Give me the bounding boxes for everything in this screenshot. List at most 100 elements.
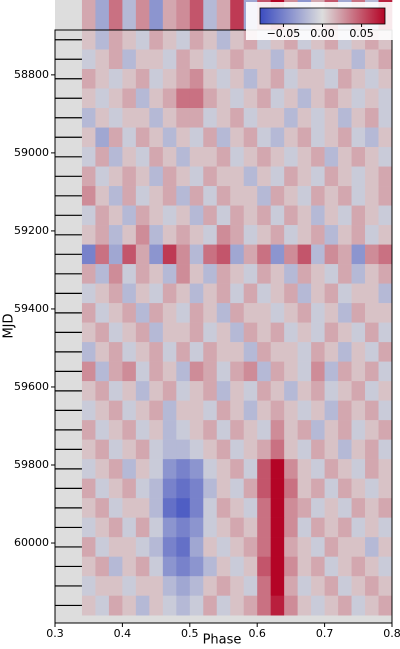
heatmap-cell [176, 498, 191, 518]
heatmap-cell [338, 264, 352, 284]
heatmap-cell [270, 342, 285, 362]
heatmap-cell [243, 264, 258, 284]
heatmap-cell [338, 225, 352, 245]
heatmap-cell [243, 342, 258, 362]
heatmap-cell [324, 420, 339, 440]
heatmap-cell [135, 244, 150, 265]
heatmap-cell [230, 576, 245, 596]
heatmap-cell [297, 49, 312, 70]
heatmap-cell [284, 244, 298, 265]
heatmap-cell [351, 498, 366, 518]
heatmap-cell [203, 127, 218, 148]
heatmap-cell [365, 225, 379, 245]
heatmap-cell [122, 49, 137, 70]
heatmap-cell [257, 186, 271, 206]
heatmap-cell [81, 381, 96, 401]
heatmap-cell [257, 439, 271, 460]
heatmap-cell [216, 517, 231, 538]
heatmap-cell [338, 576, 352, 596]
heatmap-cell [81, 537, 96, 557]
heatmap-cell [81, 439, 96, 460]
heatmap-cell [203, 400, 218, 421]
heatmap-cell [216, 69, 231, 89]
heatmap-cell [95, 225, 110, 245]
heatmap-cell [324, 303, 339, 323]
heatmap-cell [122, 498, 137, 518]
heatmap-cell [324, 400, 339, 421]
heatmap-cell [216, 225, 231, 245]
heatmap-cell [378, 205, 393, 226]
heatmap-cell [270, 459, 285, 479]
heatmap-cell [338, 244, 352, 265]
heatmap-cell [270, 166, 285, 187]
heatmap-cell [351, 400, 366, 421]
heatmap-cell [176, 166, 191, 187]
heatmap-cell [108, 459, 123, 479]
heatmap-cell [351, 576, 366, 596]
heatmap-cell [311, 69, 325, 89]
heatmap-cell [243, 244, 258, 265]
heatmap-cell [162, 420, 177, 440]
heatmap-cell [95, 264, 110, 284]
heatmap-cell [135, 49, 150, 70]
heatmap-cell [297, 498, 312, 518]
heatmap-cell [122, 459, 137, 479]
heatmap-cell [351, 459, 366, 479]
heatmap-cell [365, 322, 379, 343]
heatmap-cell [95, 537, 110, 557]
heatmap-cell [216, 49, 231, 70]
heatmap-cell [311, 342, 325, 362]
heatmap-cell [230, 127, 245, 148]
heatmap-cell [122, 400, 137, 421]
heatmap-cell [284, 381, 298, 401]
y-tick-label: 59600 [14, 380, 49, 393]
heatmap-cell [162, 30, 177, 50]
heatmap-cell [338, 381, 352, 401]
heatmap-cell [162, 498, 177, 518]
heatmap-cell [297, 478, 312, 499]
heatmap-cell [284, 400, 298, 421]
heatmap-cell [149, 166, 164, 187]
heatmap-cell [203, 30, 218, 50]
heatmap-cell [311, 361, 325, 382]
heatmap-cell [149, 303, 164, 323]
heatmap-cell [284, 303, 298, 323]
heatmap-cell [338, 342, 352, 362]
profile-cell [230, 0, 245, 30]
heatmap-cell [149, 225, 164, 245]
heatmap-cell [203, 478, 218, 499]
heatmap-cell [149, 322, 164, 343]
heatmap-cell [230, 30, 245, 50]
heatmap-cell [95, 361, 110, 382]
heatmap-cell [257, 478, 271, 499]
heatmap-cell [324, 322, 339, 343]
heatmap-cell [230, 49, 245, 70]
heatmap-cell [108, 537, 123, 557]
heatmap-cell [297, 381, 312, 401]
heatmap-cell [230, 459, 245, 479]
heatmap-cell [338, 69, 352, 89]
heatmap-cell [203, 108, 218, 128]
heatmap-cell [297, 108, 312, 128]
heatmap-cell [351, 166, 366, 187]
heatmap-cell [365, 264, 379, 284]
heatmap-cell [284, 49, 298, 70]
heatmap-cell [365, 342, 379, 362]
x-tick-label: 0.6 [248, 627, 266, 640]
heatmap-cell [81, 244, 96, 265]
heatmap-cell [365, 49, 379, 70]
heatmap-cell [257, 244, 271, 265]
heatmap-cell [149, 556, 164, 577]
heatmap-cell [338, 498, 352, 518]
heatmap-cell [270, 420, 285, 440]
heatmap-cell [243, 517, 258, 538]
heatmap-cell [81, 517, 96, 538]
heatmap-cell [378, 283, 393, 304]
heatmap-cell [149, 361, 164, 382]
heatmap-cell [257, 459, 271, 479]
heatmap-cell [338, 49, 352, 70]
heatmap-cell [338, 283, 352, 304]
heatmap-cell [95, 576, 110, 596]
heatmap-cell [351, 147, 366, 167]
heatmap-cell [338, 420, 352, 440]
